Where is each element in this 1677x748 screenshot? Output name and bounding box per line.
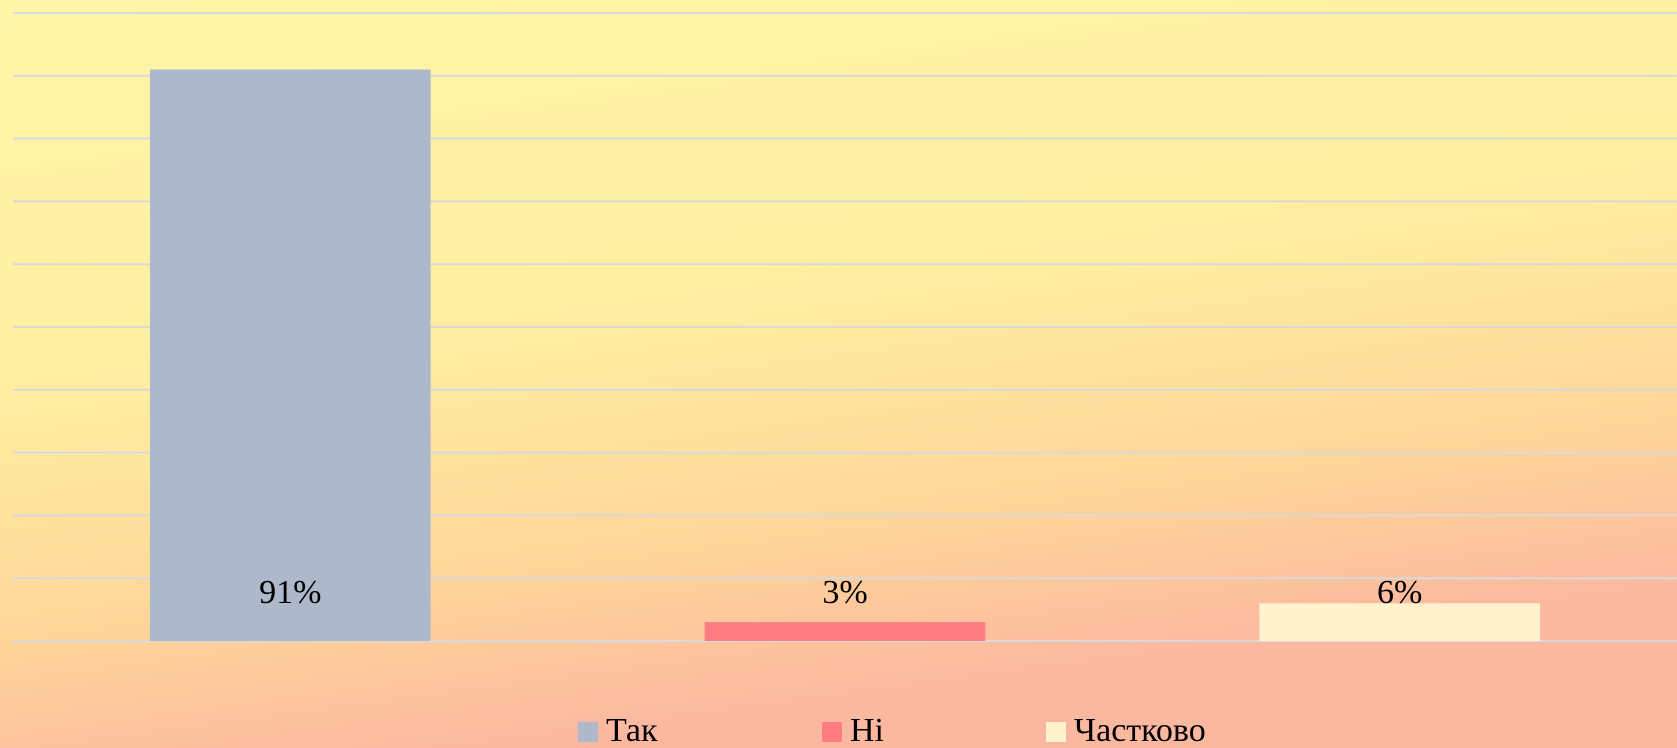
legend-label: Так	[606, 712, 658, 748]
legend-swatch	[578, 722, 598, 742]
data-label: 3%	[822, 574, 867, 611]
legend-label: Частково	[1074, 712, 1206, 748]
legend-swatch	[822, 722, 842, 742]
bar	[704, 622, 986, 641]
data-label: 91%	[259, 574, 321, 611]
data-label: 6%	[1377, 574, 1422, 611]
bar	[1259, 603, 1540, 641]
legend-swatch	[1046, 722, 1066, 742]
legend-label: Ні	[850, 712, 884, 748]
bar	[150, 69, 431, 641]
